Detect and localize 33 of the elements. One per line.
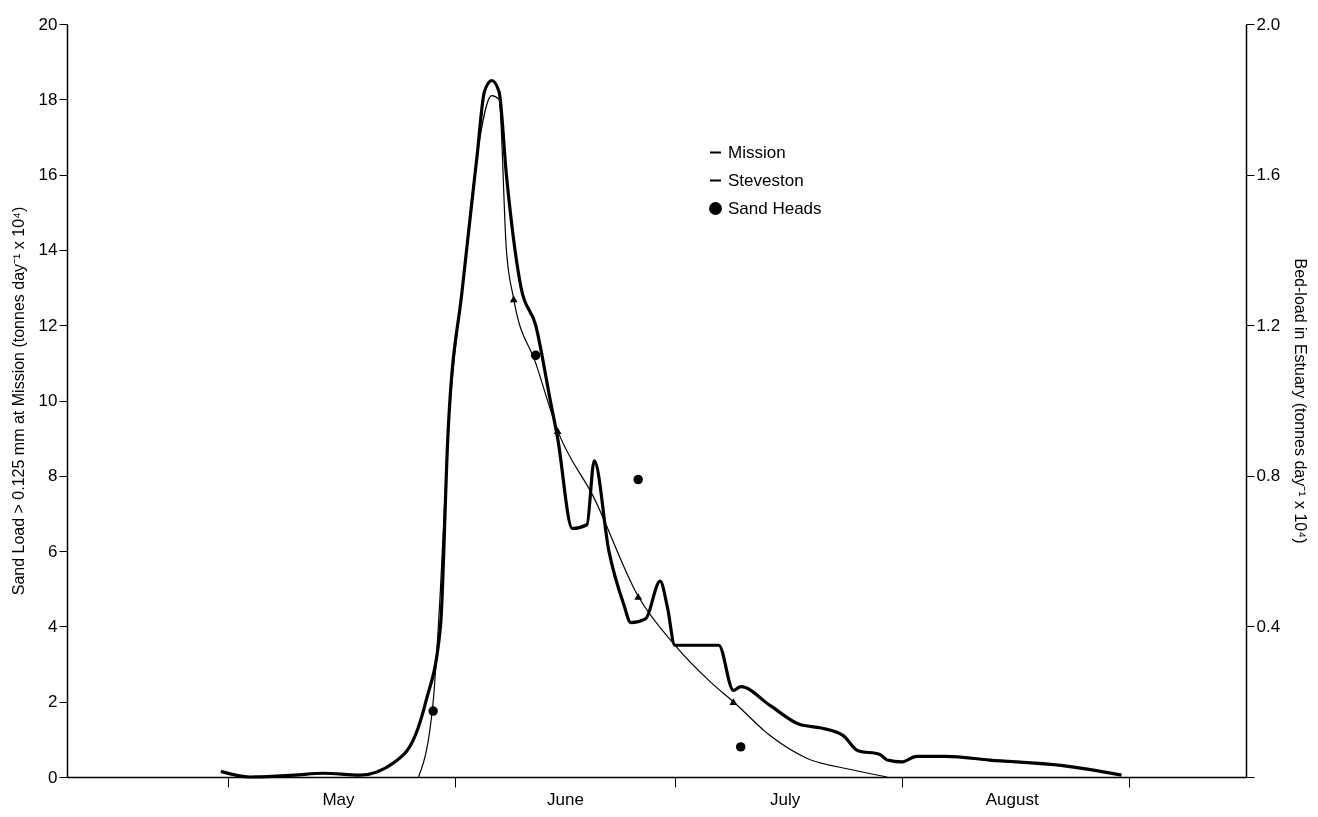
legend-label: Mission [728,142,786,162]
point [633,474,643,485]
legend-label: Sand Heads [728,198,822,218]
x-tick-label: May [322,789,355,809]
y2-axis-title: Bed-load in Estuary (tonnes day⁻¹ x 10⁴) [1292,258,1310,544]
point [530,350,541,361]
point [553,427,562,434]
y-tick-label: 2 [48,692,58,712]
y2-tick-label: 0.4 [1256,616,1281,636]
point [735,742,746,752]
y-axis-title: Sand Load > 0.125 mm at Mission (tonnes day⁻¹ x 10⁴) [9,206,27,596]
point [509,295,518,303]
x-tick-label: June [547,789,584,809]
point [428,706,438,716]
x-tick-label: August [985,789,1039,809]
legend-label: Steveston [728,170,804,190]
y-tick-label: 0 [48,767,58,787]
y-tick-label: 4 [48,616,58,636]
point [729,698,738,706]
y2-tick-label: 2.0 [1256,14,1281,34]
y-tick-label: 14 [38,240,58,260]
y2-tick-label: 1.6 [1256,165,1281,185]
y-tick-label: 20 [38,14,58,34]
point [634,592,643,600]
y-tick-label: 16 [38,165,58,185]
y-tick-label: 8 [48,466,58,486]
y2-tick-label: 0.8 [1256,466,1281,486]
y2-tick-label: 1.2 [1256,315,1281,335]
y-tick-label: 10 [38,391,58,410]
y-tick-label: 6 [48,541,58,561]
y-tick-label: 12 [38,315,58,335]
y-tick-label: 18 [38,89,58,109]
x-tick-label: July [770,789,801,809]
